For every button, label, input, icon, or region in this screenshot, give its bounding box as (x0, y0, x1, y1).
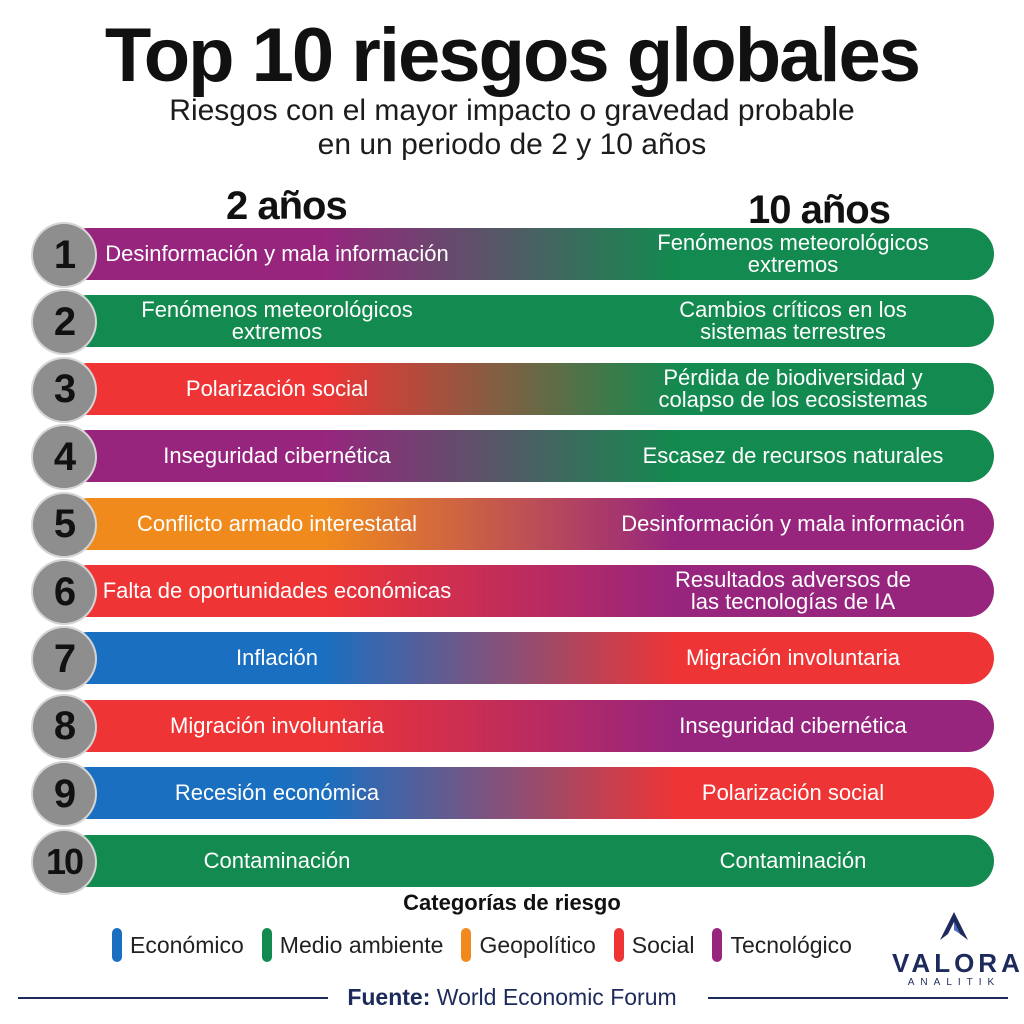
logo-subtitle: ANALITIK (907, 977, 1001, 988)
risk-text-line: Cambios críticos en los (679, 297, 907, 323)
risk-text-line: las tecnologías de IA (690, 589, 896, 614)
rank-badge: 7 (33, 628, 95, 691)
rank-badge: 3 (33, 358, 95, 421)
risk-2-years: Inflación (236, 645, 318, 671)
legend-label: Tecnológico (730, 931, 852, 958)
legend-label: Medio ambiente (279, 931, 444, 958)
risk-text-lines: Resultados adversos de las tecnologías de… (675, 569, 911, 613)
risk-row: 4 Inseguridad cibernética Escasez de recur… (0, 426, 1024, 492)
risk-row: 2 Fenómenos meteorológicos extremos Cambios… (0, 291, 1024, 357)
risk-10-years: Resultados adversos de las tecnologías de… (598, 565, 988, 617)
risk-row: 10 Contaminación Contaminación (0, 830, 1024, 897)
risk-text-line: extremos (231, 319, 323, 345)
legend-label: Económico (130, 931, 244, 958)
risk-10-years: Pérdida de biodiversidad y colapso de los… (598, 363, 988, 415)
rank-badge: 6 (33, 561, 95, 623)
risk-row: 5 Conflicto armado interestatal Desinforma… (0, 493, 1024, 560)
risk-bar (62, 767, 994, 820)
rank-badge: 1 (33, 224, 95, 286)
rank-badge: 2 (33, 291, 95, 354)
legend-swatch (261, 928, 272, 962)
risk-10-years: Contaminación (719, 847, 867, 873)
legend-item: Económico (112, 928, 244, 962)
legend-item: Tecnológico (712, 928, 852, 962)
risk-text-lines: Fenómenos meteorológicos extremos (657, 232, 928, 276)
risk-row: 3 Polarización social Pérdida de biodivers… (0, 358, 1024, 425)
risk-text-lines: Pérdida de biodiversidad y colapso de los… (658, 364, 928, 412)
rank-badge: 10 (33, 830, 95, 893)
risk-text-line: Pérdida de biodiversidad y (663, 364, 923, 390)
risk-text-line: Fenómenos meteorológicos (141, 297, 413, 323)
risk-10-years: Inseguridad cibernética (679, 712, 907, 738)
legend-title: Categorías de riesgo (403, 890, 621, 915)
risk-bar (62, 565, 994, 617)
risk-10-years: Desinformación y mala información (621, 510, 965, 536)
rank-badge: 5 (33, 493, 95, 556)
legend-swatch (712, 928, 723, 962)
subtitle: Riesgos con el mayor impacto o gravedad … (0, 94, 1024, 162)
risk-text-lines: Fenómenos meteorológicos extremos (141, 299, 412, 343)
logo-wordmark: VALORA (892, 948, 1024, 978)
risk-row: 7 Inflación Migración involuntaria (0, 628, 1024, 694)
risk-10-years: Cambios críticos en los sistemas terrestr… (598, 295, 988, 347)
subtitle-line-1: Riesgos con el mayor impacto o gravedad … (169, 94, 855, 127)
risk-10-years: Escasez de recursos naturales (642, 443, 944, 469)
rank-badge: 4 (33, 426, 95, 489)
risk-2-years: Migración involuntaria (170, 712, 384, 738)
risk-2-years: Inseguridad cibernética (163, 443, 391, 469)
risk-bar (62, 430, 994, 483)
risk-row: 9 Recesión económica Polarización social (0, 763, 1024, 829)
risk-2-years: Falta de oportunidades económicas (102, 578, 452, 603)
source-credit: Fuente: World Economic Forum (0, 984, 1024, 1011)
footer-divider-right (708, 997, 1008, 999)
risk-2-years: Desinformación y mala información (105, 241, 449, 266)
legend-swatch (112, 928, 122, 962)
risk-2-years: Fenómenos meteorológicos extremos (92, 295, 462, 347)
legend-swatch (613, 928, 624, 962)
page-title: Top 10 riesgos globales (104, 13, 921, 98)
risk-bar (62, 699, 994, 752)
risk-10-years: Migración involuntaria (686, 645, 900, 671)
subtitle-line-2: en un periodo de 2 y 10 años (317, 128, 707, 161)
risk-text-line: sistemas terrestres (700, 319, 886, 345)
rank-badge: 9 (33, 763, 95, 826)
column-header-10-years: 10 años (748, 188, 891, 232)
category-legend: Económico Medio ambiente Geopolítico Social… (112, 928, 870, 962)
risk-2-years: Contaminación (203, 847, 351, 873)
risk-text-lines: Cambios críticos en los sistemas terrestr… (679, 299, 906, 343)
risk-bar (62, 497, 994, 550)
risk-text-line: extremos (747, 252, 839, 277)
risk-10-years: Polarización social (701, 780, 885, 806)
risk-bar (62, 228, 994, 280)
risk-bar (62, 362, 994, 415)
risk-2-years: Polarización social (185, 375, 369, 401)
risk-text-line: colapso de los ecosistemas (658, 386, 928, 412)
risk-10-years: Fenómenos meteorológicos extremos (598, 228, 988, 280)
valora-logo: VALORA ANALITIK (892, 910, 1024, 988)
legend-item: Medio ambiente (261, 928, 444, 962)
risk-text-line: Fenómenos meteorológicos (657, 230, 929, 255)
risk-2-years: Conflicto armado interestatal (136, 510, 418, 536)
legend-item: Geopolítico (461, 928, 596, 962)
logo-flag-icon (940, 912, 968, 940)
source-text: World Economic Forum (436, 984, 677, 1010)
legend-swatch (461, 928, 472, 962)
legend-item: Social (613, 928, 695, 962)
legend-label: Geopolítico (479, 931, 596, 958)
risk-row: 1 Desinformación y mala información Fenóme… (0, 224, 1024, 290)
legend-label: Social (631, 931, 695, 958)
risk-row: 6 Falta de oportunidades económicas Result… (0, 561, 1024, 627)
column-header-2-years: 2 años (226, 184, 348, 228)
risk-bar (62, 632, 994, 685)
risk-bar (62, 295, 994, 348)
risk-text-line: Resultados adversos de (674, 567, 912, 592)
source-label: Fuente: (347, 984, 431, 1010)
risk-2-years: Recesión económica (174, 780, 380, 806)
risk-bar (62, 834, 994, 887)
risk-row: 8 Migración involuntaria Inseguridad ciber… (0, 695, 1024, 762)
rank-badge: 8 (33, 695, 95, 758)
footer-divider-left (18, 997, 328, 999)
